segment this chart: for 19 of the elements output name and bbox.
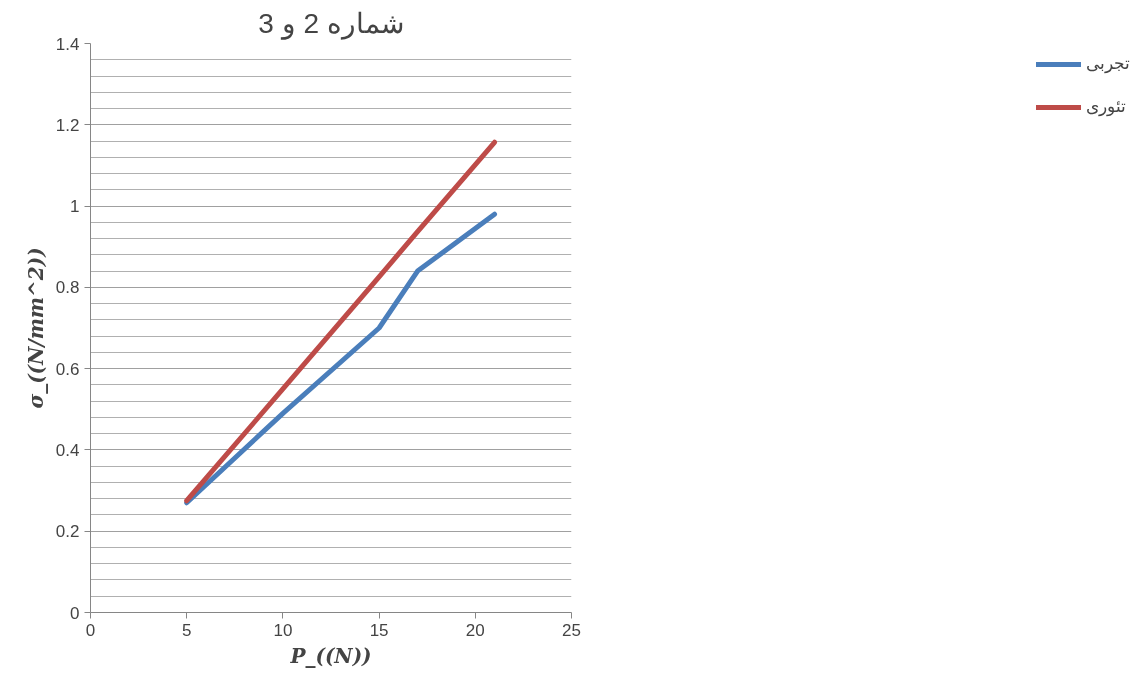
y-axis-title: σ_((N/mm^2)) xyxy=(23,247,48,409)
y-tick-label: 1.2 xyxy=(55,115,80,135)
x-tick-label: 20 xyxy=(465,620,485,640)
y-tick-label: 0.4 xyxy=(55,440,80,460)
legend-label: تجربی xyxy=(1086,53,1130,74)
x-tick-label: 25 xyxy=(562,620,581,640)
x-tick-label: 0 xyxy=(85,620,96,640)
x-axis-title: P_((N)) xyxy=(289,643,372,668)
chart-title: شماره 2 و 3 xyxy=(258,7,404,40)
y-tick-label: 0 xyxy=(70,603,80,623)
x-tick-label: 15 xyxy=(369,620,389,640)
legend-label: تئوری xyxy=(1086,96,1126,117)
x-tick-label: 10 xyxy=(273,620,293,640)
y-tick-label: 0.8 xyxy=(55,278,80,298)
x-tick-label: 5 xyxy=(181,620,192,640)
y-tick-label: 1.4 xyxy=(55,34,80,54)
y-tick-label: 0.6 xyxy=(55,359,80,379)
y-tick-label: 1 xyxy=(70,197,80,217)
y-tick-label: 0.2 xyxy=(55,522,80,542)
